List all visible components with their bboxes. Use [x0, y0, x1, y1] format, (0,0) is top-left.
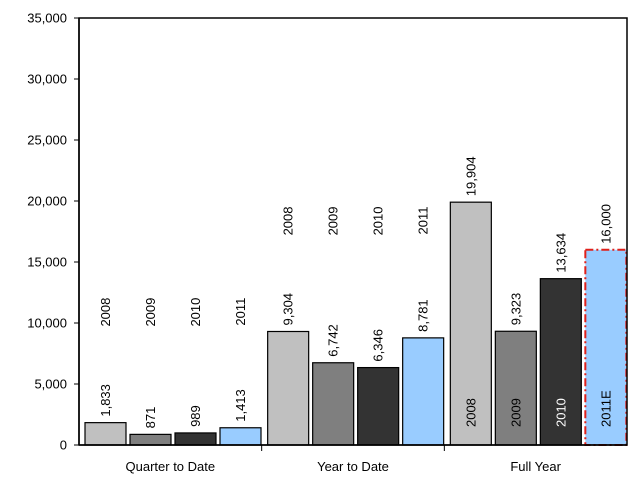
value-label: 989	[188, 405, 203, 427]
bar	[357, 366, 400, 446]
y-tick-label: 35,000	[27, 11, 67, 26]
value-label: 6,742	[326, 324, 341, 357]
data-labels: 1,833 2008 871 2009 989 2010 1,413 2011 9,304 200…	[98, 156, 613, 428]
category-label: Year to Date	[317, 459, 389, 474]
value-label: 9,304	[281, 293, 296, 326]
bar	[174, 432, 217, 446]
bars	[84, 201, 628, 446]
value-label: 8,781	[416, 299, 431, 332]
value-label: 13,634	[553, 233, 568, 273]
year-label: 2008	[463, 398, 478, 427]
bar	[129, 433, 172, 446]
plot-frame	[78, 17, 628, 446]
value-label: 16,000	[598, 204, 613, 244]
bar	[449, 201, 492, 446]
bar	[84, 422, 127, 446]
year-label: 2008	[98, 298, 113, 327]
y-tick-label: 10,000	[27, 316, 67, 331]
year-label: 2011	[416, 206, 431, 234]
y-tick-label: 20,000	[27, 194, 67, 209]
bar	[312, 362, 355, 446]
year-label: 2011	[233, 298, 248, 326]
value-label: 19,904	[463, 156, 478, 196]
year-label: 2011E	[598, 390, 613, 427]
bar	[402, 337, 445, 446]
y-tick-label: 15,000	[27, 255, 67, 270]
y-axis-ticks: 0 5,000 10,000 15,000 20,000 25,000 30,000 35,0…	[27, 11, 79, 453]
year-label: 2009	[508, 398, 523, 427]
y-tick-label: 25,000	[27, 133, 67, 148]
category-label: Full Year	[510, 459, 561, 474]
year-label: 2009	[326, 206, 341, 235]
value-label: 9,323	[508, 293, 523, 326]
category-label: Quarter to Date	[126, 459, 216, 474]
bar	[267, 330, 310, 446]
value-label: 6,346	[371, 329, 386, 362]
bar	[219, 427, 262, 446]
value-label: 1,833	[98, 384, 113, 417]
y-tick-label: 0	[60, 438, 67, 453]
year-label: 2010	[553, 398, 568, 427]
year-label: 2009	[143, 298, 158, 327]
bar	[539, 278, 582, 446]
value-label: 1,413	[233, 389, 248, 422]
category-labels: Quarter to Date Year to Date Full Year	[126, 445, 562, 474]
year-label: 2010	[371, 206, 386, 235]
y-tick-label: 5,000	[34, 377, 67, 392]
y-tick-label: 30,000	[27, 72, 67, 87]
year-label: 2008	[281, 206, 296, 235]
value-label: 871	[143, 407, 158, 429]
year-label: 2010	[188, 298, 203, 327]
